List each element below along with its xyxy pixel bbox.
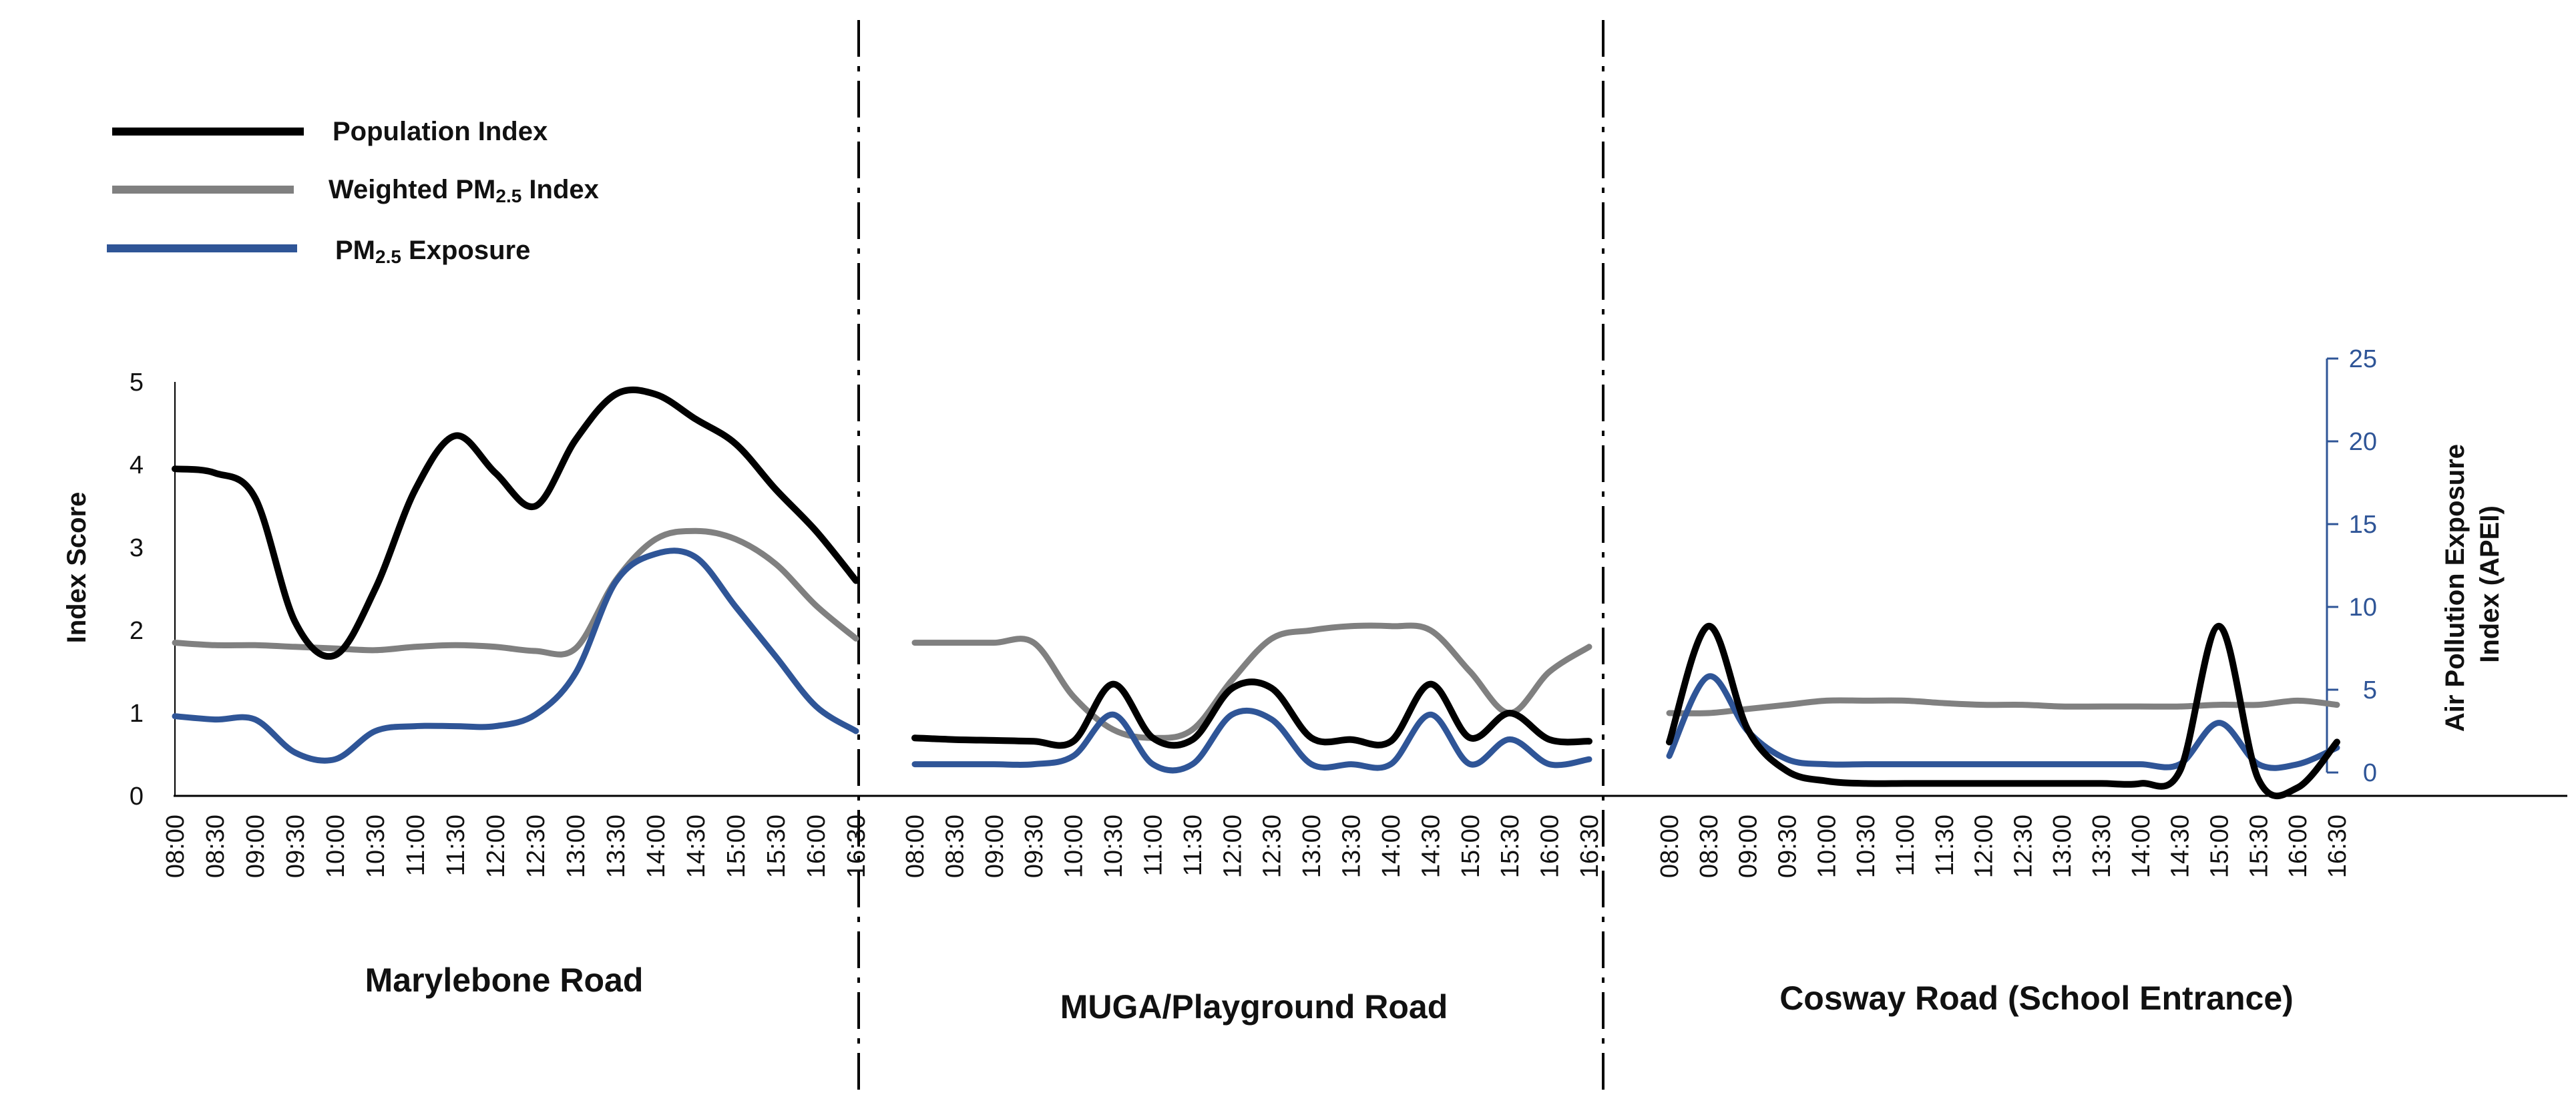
x-tick-label: 14:30 [682,815,710,878]
x-tick-label: 13:00 [562,815,590,878]
x-tick-label: 15:30 [1496,815,1524,878]
segment-label-marylebone-road: Marylebone Road [365,961,644,999]
x-tick-label: 09:30 [1020,815,1048,878]
x-tick-label: 14:00 [2127,815,2155,878]
x-tick-label: 15:00 [1457,815,1485,878]
segment-label-muga-playground-road: MUGA/Playground Road [1060,988,1448,1026]
x-tick-label: 15:00 [2206,815,2234,878]
x-tick-label: 16:00 [1536,815,1564,878]
y-left-tick-label: 4 [130,451,144,479]
x-tick-label: 12:00 [1970,815,1998,878]
x-tick-label: 08:00 [901,815,929,878]
y-right-tick-label: 10 [2349,594,2377,622]
x-tick-label: 15:30 [763,815,791,878]
x-tick-label: 11:30 [1931,815,1959,876]
x-tick-label: 10:30 [1100,815,1128,878]
x-tick-label: 12:30 [522,815,550,878]
x-tick-label: 08:30 [941,815,969,878]
x-tick-label: 11:00 [1892,815,1920,876]
x-tick-label: 13:00 [2049,815,2077,878]
y-left-axis-title: Index Score [62,492,91,644]
x-tick-label: 11:00 [402,815,430,876]
x-tick-label: 10:00 [1813,815,1841,878]
x-tick-label: 14:00 [642,815,670,878]
x-tick-label: 14:30 [1417,815,1445,878]
y-left-tick-label: 2 [130,617,144,645]
x-tick-label: 09:00 [981,815,1009,878]
x-tick-label: 10:00 [322,815,350,878]
y-left-tick-label: 5 [130,369,144,397]
x-tick-label: 13:30 [1338,815,1366,878]
y-left-tick-label: 3 [130,534,144,562]
series-line-weighted-pm25-index-segment-1 [172,527,859,658]
x-tick-label: 10:00 [1060,815,1088,878]
x-tick-label: 09:30 [282,815,310,878]
x-tick-labels: 08:00 08:30 09:00 09:30 10:00 10:30 11:00 11:30… [162,815,2352,878]
x-tick-label: 10:30 [362,815,390,878]
x-tick-label: 14:30 [2167,815,2195,878]
x-tick-label: 15:30 [2245,815,2273,878]
y-right-ticks: 0 5 10 15 20 25 [2327,345,2377,787]
x-tick-label: 09:30 [1774,815,1802,878]
series-line-pm25-exposure-apei-segment-2 [911,707,1592,774]
x-tick-label: 13:30 [602,815,630,878]
x-tick-label: 16:30 [843,815,871,878]
x-tick-label: 16:00 [803,815,831,878]
y-left-tick-label: 1 [130,700,144,728]
x-tick-label: 12:30 [1259,815,1287,878]
x-tick-label: 10:30 [1852,815,1880,878]
x-tick-label: 16:30 [2324,815,2352,878]
y-right-tick-label: 25 [2349,345,2377,373]
x-tick-label: 11:30 [442,815,470,876]
y-right-tick-label: 0 [2363,759,2377,787]
x-tick-label: 09:00 [1735,815,1763,878]
y-right-tick-label: 15 [2349,511,2377,539]
x-tick-label: 08:30 [1695,815,1723,878]
x-tick-label: 12:30 [2009,815,2037,878]
x-tick-label: 08:00 [162,815,190,878]
series-layer [172,386,2340,799]
series-line-population-index-segment-1 [172,386,859,660]
series-line-weighted-pm25-index-segment-2 [911,622,1592,741]
y-left-ticks: 0 1 2 3 4 5 [130,369,144,811]
legend-label-weighted-pm25-index: Weighted PM2.5 Index [329,175,599,206]
series-line-weighted-pm25-index-segment-3 [1666,697,2340,716]
y-right-tick-label: 5 [2363,676,2377,704]
segment-label-cosway-road: Cosway Road (School Entrance) [1779,979,2294,1017]
x-tick-label: 11:30 [1179,815,1207,876]
x-tick-label: 15:00 [722,815,750,878]
legend-label-population-index: Population Index [333,117,548,146]
series-line-pm25-exposure-apei-segment-1 [172,547,859,764]
x-tick-label: 08:30 [202,815,230,878]
x-tick-label: 11:00 [1140,815,1168,876]
x-tick-label: 13:30 [2088,815,2116,878]
x-tick-label: 12:00 [482,815,510,878]
series-line-population-index-segment-2 [911,678,1592,749]
series-line-population-index-segment-3 [1666,622,2340,799]
y-left-tick-label: 0 [130,783,144,811]
x-tick-label: 08:00 [1656,815,1684,878]
x-tick-label: 12:00 [1219,815,1247,878]
legend: Population Index Weighted PM2.5 Index PM… [107,117,599,267]
y-right-tick-label: 20 [2349,428,2377,456]
x-tick-label: 16:30 [1576,815,1604,878]
x-tick-label: 14:00 [1377,815,1406,878]
legend-label-pm25-exposure: PM2.5 Exposure [335,236,530,267]
x-tick-label: 09:00 [242,815,270,878]
x-tick-label: 16:00 [2284,815,2312,878]
y-right-axis-title: Air Pollution Exposure Index (APEI) [2440,437,2505,732]
x-tick-label: 13:00 [1298,815,1326,878]
